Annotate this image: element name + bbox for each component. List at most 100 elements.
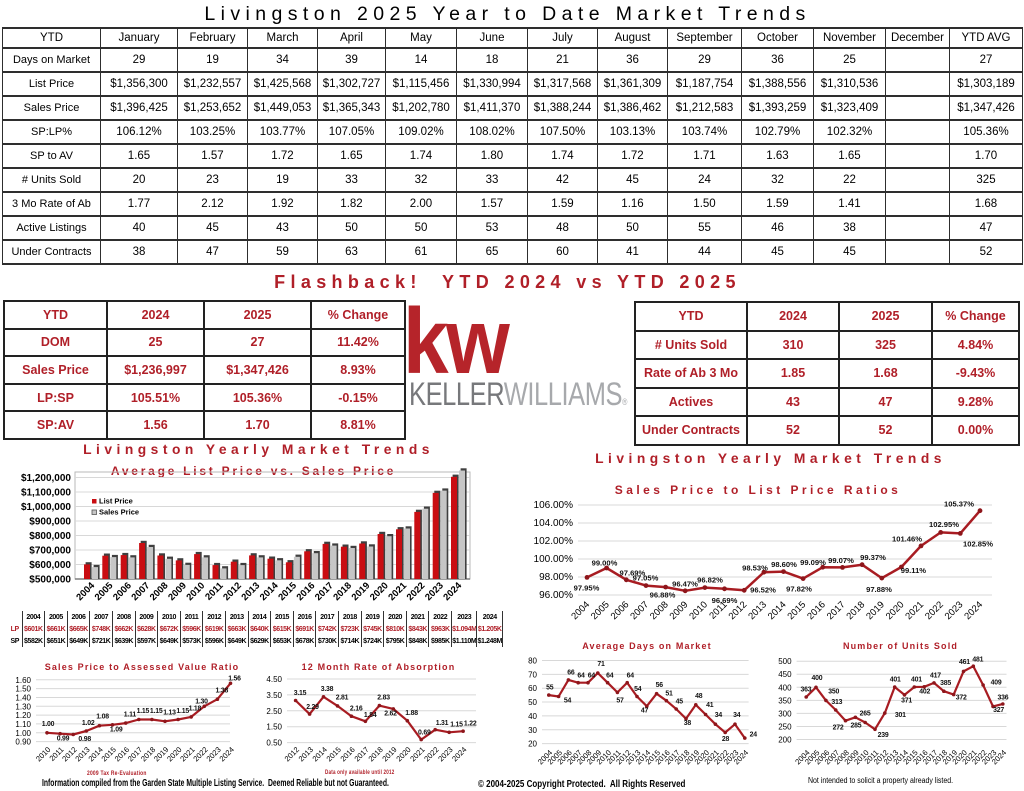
svg-text:$1,000,000: $1,000,000 [21, 502, 71, 513]
svg-text:400: 400 [778, 683, 792, 692]
svg-text:1.30: 1.30 [195, 699, 208, 706]
svg-text:1.30: 1.30 [15, 702, 31, 711]
svg-text:98.53%: 98.53% [742, 564, 768, 573]
svg-text:$900,000: $900,000 [29, 517, 71, 528]
svg-text:106.00%: 106.00% [534, 500, 574, 511]
svg-text:1.11: 1.11 [124, 712, 137, 719]
svg-text:41: 41 [706, 702, 714, 709]
svg-text:2021: 2021 [903, 599, 926, 622]
svg-text:97.05%: 97.05% [633, 574, 659, 583]
svg-text:0.90: 0.90 [15, 738, 31, 747]
svg-text:402: 402 [919, 688, 930, 695]
svg-text:80: 80 [528, 657, 537, 666]
svg-text:104.00%: 104.00% [534, 518, 574, 529]
svg-text:336: 336 [998, 695, 1009, 702]
svg-text:55: 55 [546, 684, 554, 691]
svg-text:97.69%: 97.69% [620, 568, 646, 577]
svg-text:1.88: 1.88 [405, 710, 418, 717]
svg-text:1.40: 1.40 [15, 694, 31, 703]
svg-text:3.50: 3.50 [266, 691, 282, 700]
svg-text:97.88%: 97.88% [866, 585, 892, 594]
svg-text:1.50: 1.50 [15, 685, 31, 694]
svg-text:417: 417 [930, 672, 941, 679]
svg-text:409: 409 [991, 679, 1002, 686]
svg-text:96.47%: 96.47% [672, 580, 698, 589]
svg-text:2018: 2018 [844, 599, 867, 622]
svg-text:57: 57 [616, 697, 624, 704]
svg-text:0.50: 0.50 [266, 739, 282, 748]
svg-text:2020: 2020 [368, 580, 391, 603]
svg-text:List Price: List Price [99, 497, 133, 506]
svg-text:2022: 2022 [405, 580, 428, 603]
svg-text:2010: 2010 [687, 599, 710, 622]
svg-text:96.82%: 96.82% [697, 576, 723, 585]
svg-text:1.60: 1.60 [15, 676, 31, 685]
svg-text:350: 350 [828, 688, 839, 695]
svg-text:102.85%: 102.85% [963, 540, 993, 549]
svg-text:401: 401 [890, 676, 901, 683]
svg-text:2007: 2007 [628, 599, 651, 622]
svg-text:100.00%: 100.00% [534, 554, 574, 565]
svg-text:0.98: 0.98 [78, 736, 91, 743]
svg-text:48: 48 [695, 693, 703, 700]
svg-text:$800,000: $800,000 [29, 531, 71, 542]
svg-text:97.82%: 97.82% [786, 585, 812, 594]
svg-text:24: 24 [750, 732, 758, 739]
svg-text:450: 450 [778, 670, 792, 679]
svg-text:272: 272 [833, 724, 844, 731]
svg-text:$1,100,000: $1,100,000 [21, 488, 71, 499]
svg-text:250: 250 [778, 723, 792, 732]
svg-text:99.09%: 99.09% [800, 558, 826, 567]
svg-text:71: 71 [597, 661, 605, 668]
svg-text:2008: 2008 [148, 580, 171, 603]
svg-text:30: 30 [528, 726, 537, 735]
svg-text:1.09: 1.09 [110, 727, 123, 734]
svg-text:34: 34 [715, 712, 723, 719]
svg-text:98.60%: 98.60% [771, 560, 797, 569]
svg-text:Sales Price: Sales Price [99, 508, 139, 517]
svg-text:105.37%: 105.37% [944, 500, 974, 509]
svg-text:64: 64 [627, 673, 635, 680]
svg-text:2023: 2023 [423, 580, 446, 603]
svg-text:1.15: 1.15 [137, 708, 150, 715]
svg-text:371: 371 [901, 698, 912, 705]
svg-text:2.16: 2.16 [350, 706, 363, 713]
svg-text:97.95%: 97.95% [574, 584, 600, 593]
svg-text:$500,000: $500,000 [29, 575, 71, 586]
svg-text:2016: 2016 [295, 580, 318, 603]
svg-text:2024: 2024 [441, 580, 464, 603]
svg-text:64: 64 [577, 673, 585, 680]
svg-text:481: 481 [972, 657, 983, 664]
svg-text:401: 401 [911, 676, 922, 683]
svg-text:98.00%: 98.00% [539, 572, 573, 583]
svg-text:102.00%: 102.00% [534, 536, 574, 547]
svg-text:99.07%: 99.07% [828, 556, 854, 565]
svg-text:20: 20 [528, 740, 537, 749]
svg-text:99.00%: 99.00% [592, 559, 618, 568]
svg-text:56: 56 [656, 682, 664, 689]
svg-text:2012: 2012 [221, 580, 244, 603]
svg-text:2023: 2023 [943, 599, 966, 622]
svg-text:2008: 2008 [648, 599, 671, 622]
svg-text:2015: 2015 [276, 580, 299, 603]
svg-text:327: 327 [993, 707, 1004, 714]
svg-text:2004: 2004 [74, 580, 97, 603]
svg-text:3.15: 3.15 [294, 690, 307, 697]
svg-text:372: 372 [956, 695, 967, 702]
svg-text:2.62: 2.62 [384, 711, 397, 718]
svg-text:64: 64 [588, 673, 596, 680]
svg-text:0.69: 0.69 [418, 730, 431, 737]
svg-text:2009: 2009 [668, 599, 691, 622]
svg-text:2.81: 2.81 [336, 695, 349, 702]
svg-text:200: 200 [778, 736, 792, 745]
svg-text:2005: 2005 [589, 599, 612, 622]
svg-text:2024: 2024 [962, 599, 985, 622]
svg-text:51: 51 [665, 690, 673, 697]
svg-text:99.11%: 99.11% [901, 566, 927, 575]
svg-text:1.56: 1.56 [228, 676, 241, 683]
svg-text:1.00: 1.00 [15, 729, 31, 738]
svg-text:2005: 2005 [93, 580, 116, 603]
svg-text:301: 301 [895, 712, 906, 719]
svg-text:2.83: 2.83 [377, 695, 390, 702]
svg-text:2017: 2017 [825, 599, 848, 622]
